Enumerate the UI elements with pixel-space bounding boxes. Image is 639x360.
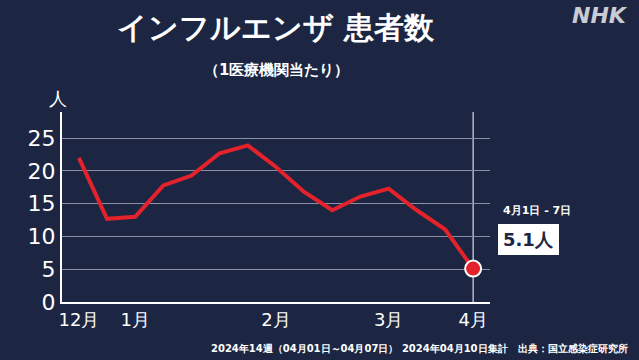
svg-text:2024年14週（04月01日～04月07日） 2024年0: 2024年14週（04月01日～04月07日） 2024年04月10日集計 出典… bbox=[211, 343, 628, 354]
svg-text:3月: 3月 bbox=[374, 309, 403, 330]
svg-text:（1医療機関当たり）: （1医療機関当たり） bbox=[204, 61, 349, 79]
svg-text:15: 15 bbox=[28, 191, 56, 216]
svg-text:4月1日 - 7日: 4月1日 - 7日 bbox=[503, 204, 571, 217]
svg-text:人: 人 bbox=[49, 88, 67, 109]
svg-text:12月: 12月 bbox=[58, 309, 99, 330]
svg-text:10: 10 bbox=[28, 224, 56, 249]
svg-text:25: 25 bbox=[28, 126, 56, 151]
svg-text:2月: 2月 bbox=[261, 309, 290, 330]
svg-text:5.1人: 5.1人 bbox=[503, 229, 554, 250]
svg-text:20: 20 bbox=[28, 159, 56, 184]
svg-text:4月: 4月 bbox=[458, 309, 487, 330]
svg-text:1月: 1月 bbox=[120, 309, 149, 330]
svg-text:5: 5 bbox=[42, 257, 56, 282]
svg-text:0: 0 bbox=[42, 290, 56, 315]
svg-text:インフルエンザ 患者数: インフルエンザ 患者数 bbox=[117, 10, 435, 45]
svg-text:NHK: NHK bbox=[572, 3, 628, 28]
